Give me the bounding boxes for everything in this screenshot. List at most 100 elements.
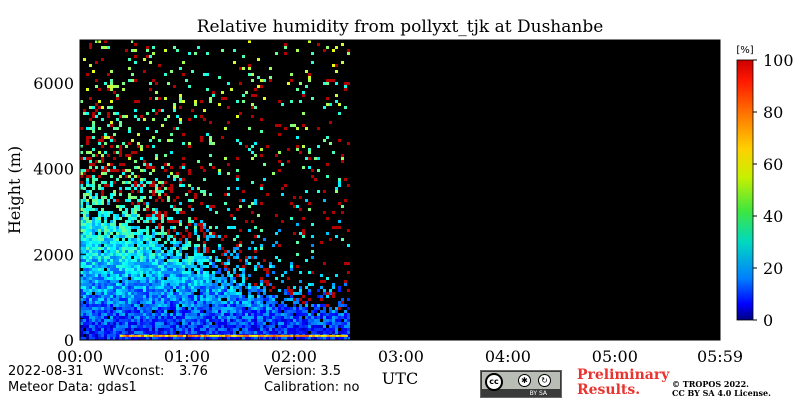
rh-pixel — [254, 286, 257, 289]
rh-pixel — [83, 109, 86, 112]
rh-pixel — [110, 226, 113, 229]
rh-pixel — [131, 151, 134, 154]
rh-pixel — [224, 277, 227, 280]
rh-pixel — [92, 286, 95, 289]
rh-pixel — [80, 262, 83, 265]
y-tick-label: 2000 — [33, 245, 74, 264]
rh-pixel — [185, 283, 188, 286]
rh-pixel — [86, 175, 89, 178]
rh-pixel — [161, 235, 164, 238]
rh-pixel — [236, 310, 239, 313]
rh-pixel — [86, 331, 89, 334]
rh-pixel — [251, 211, 254, 214]
rh-pixel — [275, 319, 278, 322]
rh-pixel — [143, 163, 146, 166]
rh-pixel — [224, 253, 227, 256]
rh-pixel — [194, 337, 197, 340]
rh-pixel — [200, 100, 203, 103]
rh-pixel — [89, 304, 92, 307]
rh-pixel — [317, 322, 320, 325]
rh-pixel — [284, 298, 287, 301]
rh-pixel — [203, 319, 206, 322]
rh-pixel — [206, 304, 209, 307]
rh-pixel — [122, 316, 125, 319]
rh-pixel — [311, 244, 314, 247]
rh-pixel — [128, 232, 131, 235]
rh-pixel — [320, 274, 323, 277]
rh-pixel — [89, 43, 92, 46]
rh-pixel — [254, 310, 257, 313]
rh-pixel — [98, 295, 101, 298]
rh-pixel — [293, 232, 296, 235]
rh-pixel — [194, 226, 197, 229]
rh-pixel — [119, 268, 122, 271]
surface-band — [303, 334, 306, 337]
rh-pixel — [122, 82, 125, 85]
rh-pixel — [101, 136, 104, 139]
rh-pixel — [149, 328, 152, 331]
rh-pixel — [89, 226, 92, 229]
rh-pixel — [239, 310, 242, 313]
rh-pixel — [98, 268, 101, 271]
rh-pixel — [266, 280, 269, 283]
rh-pixel — [179, 319, 182, 322]
rh-pixel — [338, 226, 341, 229]
rh-pixel — [101, 286, 104, 289]
rh-pixel — [200, 220, 203, 223]
rh-pixel — [179, 232, 182, 235]
rh-pixel — [332, 283, 335, 286]
rh-pixel — [254, 298, 257, 301]
rh-pixel — [116, 274, 119, 277]
rh-pixel — [263, 238, 266, 241]
rh-pixel — [137, 262, 140, 265]
rh-pixel — [125, 304, 128, 307]
rh-pixel — [248, 148, 251, 151]
rh-pixel — [269, 313, 272, 316]
rh-pixel — [113, 295, 116, 298]
cc-license-badge[interactable]: cc ✱ ↻ BY SA — [480, 370, 562, 398]
rh-pixel — [290, 295, 293, 298]
rh-pixel — [230, 88, 233, 91]
rh-pixel — [95, 79, 98, 82]
rh-pixel — [95, 250, 98, 253]
rh-pixel — [98, 256, 101, 259]
rh-pixel — [149, 313, 152, 316]
rh-pixel — [101, 253, 104, 256]
rh-pixel — [125, 283, 128, 286]
rh-pixel — [206, 229, 209, 232]
rh-pixel — [152, 79, 155, 82]
rh-pixel — [275, 310, 278, 313]
footer-calibration: Calibration: no — [264, 380, 360, 395]
rh-pixel — [281, 325, 284, 328]
rh-pixel — [311, 304, 314, 307]
rh-pixel — [161, 253, 164, 256]
rh-pixel — [296, 136, 299, 139]
rh-pixel — [191, 286, 194, 289]
rh-pixel — [251, 79, 254, 82]
rh-pixel — [104, 223, 107, 226]
rh-pixel — [341, 328, 344, 331]
rh-pixel — [176, 250, 179, 253]
rh-pixel — [98, 313, 101, 316]
rh-pixel — [95, 256, 98, 259]
rh-pixel — [221, 310, 224, 313]
rh-pixel — [230, 274, 233, 277]
rh-pixel — [152, 319, 155, 322]
rh-pixel — [191, 262, 194, 265]
surface-band — [216, 334, 219, 337]
rh-pixel — [89, 136, 92, 139]
rh-pixel — [314, 337, 317, 340]
rh-pixel — [203, 118, 206, 121]
rh-pixel — [263, 289, 266, 292]
rh-pixel — [83, 238, 86, 241]
rh-pixel — [200, 292, 203, 295]
rh-pixel — [173, 235, 176, 238]
rh-pixel — [131, 316, 134, 319]
rh-pixel — [86, 244, 89, 247]
rh-pixel — [83, 313, 86, 316]
rh-pixel — [158, 187, 161, 190]
rh-pixel — [80, 145, 83, 148]
rh-pixel — [137, 238, 140, 241]
rh-pixel — [98, 232, 101, 235]
rh-pixel — [194, 259, 197, 262]
